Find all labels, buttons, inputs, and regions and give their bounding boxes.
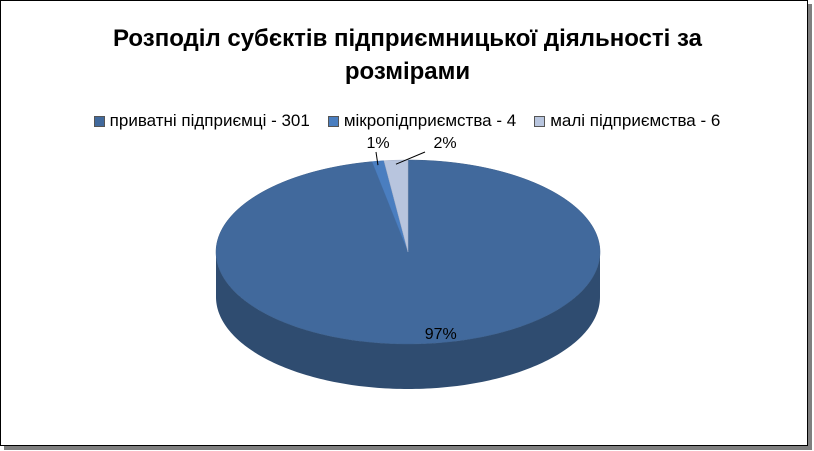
leader-line xyxy=(395,151,426,165)
leader-line xyxy=(375,151,379,166)
legend-swatch xyxy=(93,115,105,127)
data-label: 97% xyxy=(425,326,457,343)
slice-side xyxy=(216,252,600,389)
legend-swatch xyxy=(534,115,546,127)
legend-label: приватні підприємці - 301 xyxy=(109,111,310,130)
data-label: 1% xyxy=(366,135,389,152)
chart-title: Розподіл субєктів підприємницької діяльн… xyxy=(113,25,702,85)
legend-item: приватні підприємці - 301 xyxy=(93,111,310,131)
legend-swatch xyxy=(327,115,339,127)
legend: приватні підприємці - 301 мікропідприємст… xyxy=(0,111,814,131)
data-label: 2% xyxy=(433,135,456,152)
legend-item: малі підприємства - 6 xyxy=(534,111,720,131)
legend-item: мікропідприємства - 4 xyxy=(327,111,517,131)
legend-label: малі підприємства - 6 xyxy=(550,111,721,130)
legend-label: мікропідприємства - 4 xyxy=(343,111,517,130)
